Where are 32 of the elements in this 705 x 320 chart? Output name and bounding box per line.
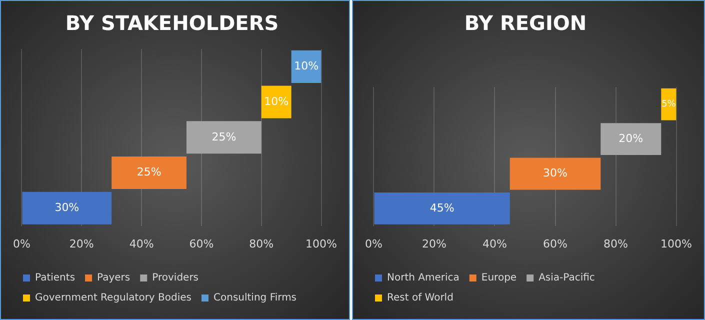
x-tick-label: 20% [422, 237, 446, 250]
legend-label: Patients [35, 272, 76, 284]
x-tick-label: 80% [249, 237, 274, 250]
x-tick-label: 100% [306, 237, 338, 250]
legend-label: Rest of World [387, 292, 454, 304]
x-tick-label: 0% [365, 237, 382, 250]
x-tick-label: 40% [482, 237, 507, 250]
data-label: 25% [136, 166, 162, 179]
data-label: 45% [430, 201, 454, 214]
chart-title: BY REGION [464, 11, 587, 36]
data-label: 30% [54, 200, 80, 214]
data-label: 25% [212, 130, 236, 144]
data-label: 20% [618, 132, 644, 145]
x-tick-label: 80% [604, 237, 628, 250]
x-tick-label: 60% [543, 237, 568, 250]
x-tick-label: 0% [13, 237, 30, 250]
chart-title: BY STAKEHOLDERS [65, 11, 279, 36]
data-label: 30% [543, 166, 568, 180]
legend-label: North America [387, 272, 460, 284]
legend-label: Payers [97, 272, 130, 284]
legend-label: Consulting Firms [214, 292, 297, 304]
x-tick-label: 40% [129, 237, 154, 250]
legend-label: Asia-Pacific [538, 272, 595, 284]
legend-label: Providers [152, 272, 199, 284]
legend-label: Europe [481, 272, 517, 284]
data-label: 10% [294, 60, 319, 73]
x-tick-label: 20% [69, 237, 94, 250]
data-label: 5% [662, 100, 676, 110]
x-tick-label: 100% [660, 237, 692, 250]
data-label: 10% [264, 94, 289, 108]
x-tick-label: 60% [189, 237, 214, 250]
legend-label: Government Regulatory Bodies [35, 292, 192, 304]
